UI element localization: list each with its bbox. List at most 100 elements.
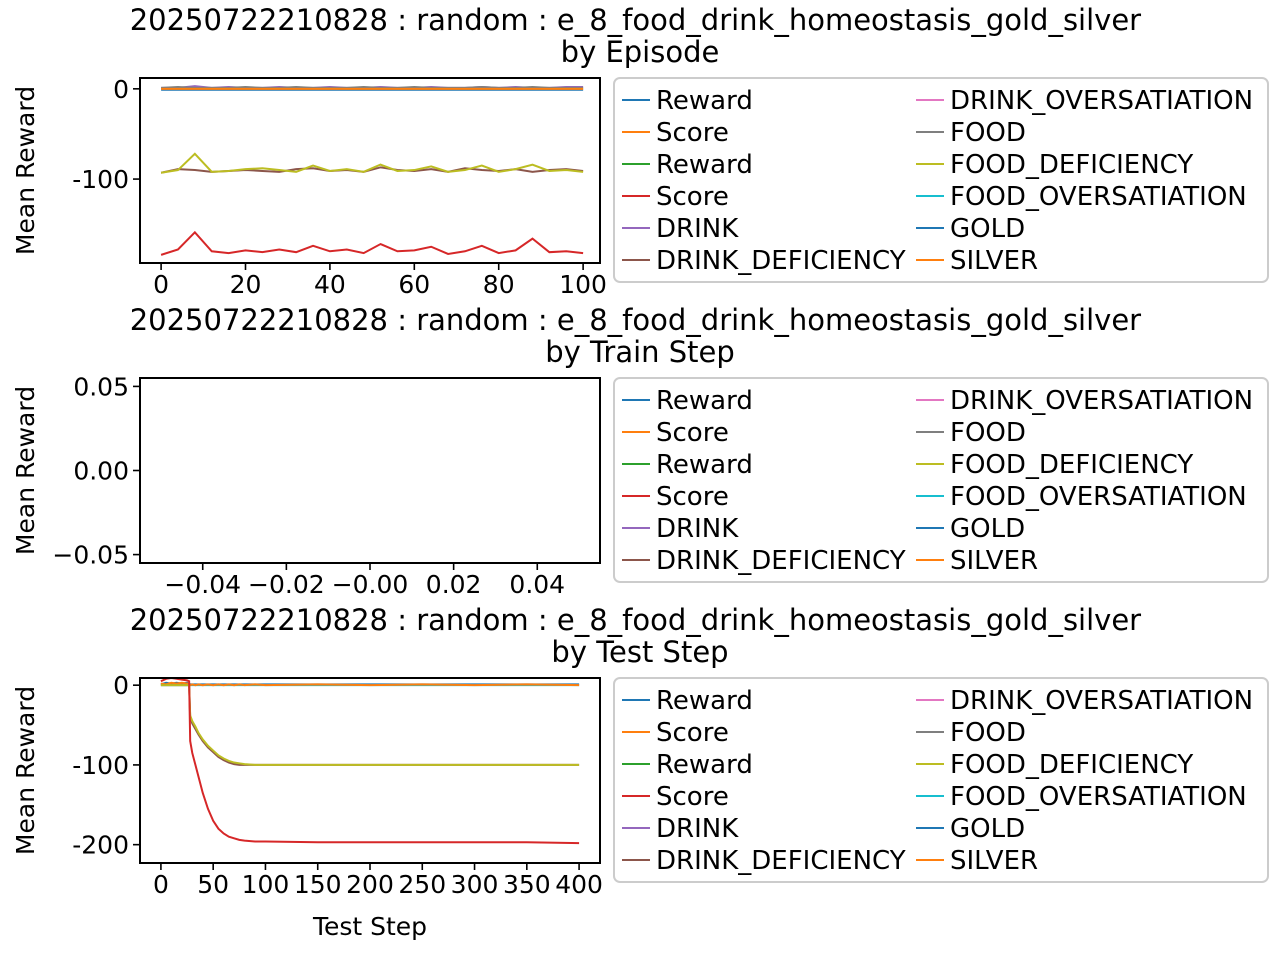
y-axis-label: Mean Reward xyxy=(11,86,40,255)
legend-label: FOOD_OVERSATIATION xyxy=(950,182,1247,212)
y-tick-label: 0.05 xyxy=(73,372,129,401)
legend-label: Reward xyxy=(656,150,753,180)
legend-entry: FOOD_OVERSATIATION xyxy=(916,482,1247,512)
series-line-score xyxy=(160,230,584,256)
legend-entry: Reward xyxy=(622,86,753,116)
x-tick-label: 0.02 xyxy=(426,570,482,599)
y-tick-label: -100 xyxy=(72,165,129,194)
y-tick-label: 0.00 xyxy=(73,457,129,486)
x-tick-label: 100 xyxy=(242,870,290,899)
series-line-food-deficiency xyxy=(160,684,580,766)
legend-label: FOOD_DEFICIENCY xyxy=(950,150,1193,180)
legend-entry: DRINK_DEFICIENCY xyxy=(622,846,906,876)
legend-label: GOLD xyxy=(950,214,1025,244)
y-tick-label: -100 xyxy=(72,751,129,780)
y-tick-label: −0.05 xyxy=(52,541,129,570)
x-axis-label: Test Step xyxy=(312,912,427,941)
legend-entry: Reward xyxy=(622,686,753,716)
legend-label: Score xyxy=(656,718,729,748)
subplot-title-line: 20250722210828 : random : e_8_food_drink… xyxy=(130,3,1151,37)
legend-label: Score xyxy=(656,418,729,448)
legend-label: Score xyxy=(656,482,729,512)
legend-entry: GOLD xyxy=(916,514,1025,544)
legend-entry: Score xyxy=(622,182,729,212)
legend-label: SILVER xyxy=(950,546,1038,576)
legend-entry: Reward xyxy=(622,150,753,180)
subplot-title: 20250722210828 : random : e_8_food_drink… xyxy=(130,303,1151,369)
subplot-2: 20250722210828 : random : e_8_food_drink… xyxy=(11,303,1150,599)
legend-entry: FOOD xyxy=(916,718,1026,748)
legend-label: Score xyxy=(656,118,729,148)
legend-label: DRINK_OVERSATIATION xyxy=(950,86,1253,116)
legend-entry: FOOD_DEFICIENCY xyxy=(916,150,1193,180)
legend-label: DRINK xyxy=(656,814,739,844)
legend-entry: FOOD_OVERSATIATION xyxy=(916,182,1247,212)
subplot-1: 20250722210828 : random : e_8_food_drink… xyxy=(11,3,1150,299)
legend-label: DRINK xyxy=(656,214,739,244)
axes-background xyxy=(140,378,600,563)
series-lines xyxy=(160,678,580,845)
legend-label: DRINK_DEFICIENCY xyxy=(656,846,906,876)
x-tick-label: −0.02 xyxy=(248,570,325,599)
legend-label: Reward xyxy=(656,450,753,480)
legend-entry: FOOD_DEFICIENCY xyxy=(916,750,1193,780)
x-tick-label: 100 xyxy=(559,270,607,299)
legend-entry: Reward xyxy=(622,386,753,416)
x-tick-label: 0.04 xyxy=(509,570,565,599)
x-tick-label: −0.00 xyxy=(332,570,409,599)
subplot-title-line: by Test Step xyxy=(551,635,728,669)
legend-label: SILVER xyxy=(950,846,1038,876)
legend-entry: DRINK_OVERSATIATION xyxy=(916,386,1253,416)
legend-entry: DRINK_DEFICIENCY xyxy=(622,246,906,276)
legend-entry: DRINK_OVERSATIATION xyxy=(916,86,1253,116)
x-tick-label: 300 xyxy=(451,870,499,899)
legend-label: DRINK_DEFICIENCY xyxy=(656,246,906,276)
legend-train-step: RewardScoreRewardScoreDRINKDRINK_DEFICIE… xyxy=(613,377,1269,583)
x-tick-label: 80 xyxy=(483,270,515,299)
legend-entry: SILVER xyxy=(916,246,1038,276)
x-tick-label: 40 xyxy=(314,270,346,299)
legend-label: FOOD_DEFICIENCY xyxy=(950,450,1193,480)
series-lines xyxy=(160,85,584,256)
legend-label: Reward xyxy=(656,386,753,416)
legend-label: FOOD xyxy=(950,418,1026,448)
legend-entry: FOOD xyxy=(916,118,1026,148)
legend-label: FOOD xyxy=(950,118,1026,148)
subplot-title-line: by Episode xyxy=(561,35,720,69)
legend-entry: DRINK xyxy=(622,514,739,544)
legend-label: DRINK_OVERSATIATION xyxy=(950,686,1253,716)
legend-entry: Score xyxy=(622,118,729,148)
legend-label: Reward xyxy=(656,686,753,716)
legend-label: Reward xyxy=(656,750,753,780)
legend-label: FOOD_OVERSATIATION xyxy=(950,482,1247,512)
x-tick-label: 200 xyxy=(346,870,394,899)
legend-frame xyxy=(613,677,1269,883)
legend-label: FOOD xyxy=(950,718,1026,748)
legend-episode: RewardScoreRewardScoreDRINKDRINK_DEFICIE… xyxy=(613,77,1269,283)
legend-test-step: RewardScoreRewardScoreDRINKDRINK_DEFICIE… xyxy=(613,677,1269,883)
subplot-title-line: 20250722210828 : random : e_8_food_drink… xyxy=(130,603,1151,637)
legend-label: GOLD xyxy=(950,814,1025,844)
legend-entry: SILVER xyxy=(916,546,1038,576)
subplot-title-line: 20250722210828 : random : e_8_food_drink… xyxy=(130,303,1151,337)
legend-frame xyxy=(613,77,1269,283)
subplot-title: 20250722210828 : random : e_8_food_drink… xyxy=(130,603,1151,669)
subplot-3: 20250722210828 : random : e_8_food_drink… xyxy=(11,603,1150,941)
x-tick-label: 350 xyxy=(503,870,551,899)
legend-label: Reward xyxy=(656,86,753,116)
x-tick-label: 0 xyxy=(153,270,169,299)
legend-entry: DRINK xyxy=(622,814,739,844)
axes-background xyxy=(140,678,600,863)
legend-entry: SILVER xyxy=(916,846,1038,876)
x-tick-label: 50 xyxy=(197,870,229,899)
x-tick-label: 20 xyxy=(230,270,262,299)
legend-label: FOOD_OVERSATIATION xyxy=(950,782,1247,812)
y-tick-label: -200 xyxy=(72,831,129,860)
x-tick-label: −0.04 xyxy=(164,570,241,599)
legend-entry: Reward xyxy=(622,750,753,780)
legend-label: FOOD_DEFICIENCY xyxy=(950,750,1193,780)
series-line-food-deficiency xyxy=(160,152,584,174)
legend-frame xyxy=(613,377,1269,583)
axes-frame xyxy=(139,77,601,264)
legend-entry: FOOD xyxy=(916,418,1026,448)
